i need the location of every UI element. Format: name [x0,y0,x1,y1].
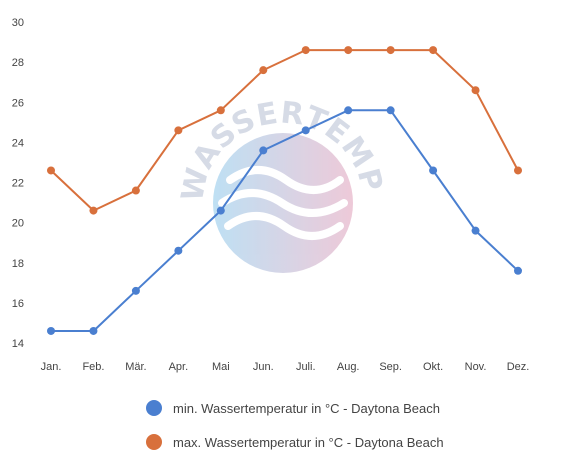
y-tick-label: 16 [12,298,24,310]
data-point [216,206,225,215]
data-point [429,46,438,55]
data-point [344,46,353,55]
y-tick-label: 24 [12,137,24,149]
data-point [471,226,480,235]
y-tick-label: 18 [12,258,24,270]
x-tick-label: Sep. [379,361,402,373]
legend: min. Wassertemperatur in °C - Daytona Be… [146,400,444,450]
data-point [174,126,183,135]
x-tick-label: Jan. [41,361,62,373]
series-line-2 [50,49,519,212]
data-point [259,66,268,75]
data-point [301,46,310,55]
x-axis: Jan. Feb. Mär. Apr. Mai Jun. Juli. Aug. Sep. Okt.… [41,361,530,373]
data-point [216,106,225,115]
y-axis: 14 16 18 20 22 24 26 28 30 [12,17,24,350]
series-layer [47,46,522,335]
y-tick-label: 14 [12,338,24,350]
x-tick-label: Nov. [465,361,487,373]
y-tick-label: 20 [12,218,24,230]
y-tick-label: 30 [12,17,24,29]
x-tick-label: Mär. [125,361,146,373]
legend-label: min. Wassertemperatur in °C - Daytona Be… [173,401,440,416]
x-tick-label: Dez. [507,361,530,373]
x-tick-label: Mai [212,361,230,373]
data-point [89,206,98,215]
series-line-1 [51,109,519,332]
data-point [47,166,55,175]
data-point [514,266,522,275]
watermark-logo: WASSERTEMPERATUR.ORG [0,0,388,273]
data-point [429,166,438,175]
y-tick-label: 26 [12,97,24,109]
x-tick-label: Feb. [82,361,104,373]
data-point [259,146,268,155]
y-tick-label: 28 [12,57,24,69]
data-point [344,106,353,115]
x-tick-label: Okt. [423,361,443,373]
data-point [174,246,183,255]
data-point [514,166,522,175]
x-tick-label: Apr. [169,361,189,373]
legend-marker [146,434,162,450]
data-point [386,46,395,55]
data-point [47,326,55,335]
x-tick-label: Aug. [337,361,360,373]
data-point [471,86,480,95]
x-tick-label: Jun. [253,361,274,373]
data-point [131,186,140,195]
y-tick-label: 22 [12,178,24,190]
data-point [89,326,98,335]
data-point [386,106,395,115]
legend-label: max. Wassertemperatur in °C - Daytona Be… [173,435,444,450]
data-point [131,286,140,295]
data-point [301,126,310,135]
legend-marker [146,400,162,416]
x-tick-label: Juli. [296,361,316,373]
